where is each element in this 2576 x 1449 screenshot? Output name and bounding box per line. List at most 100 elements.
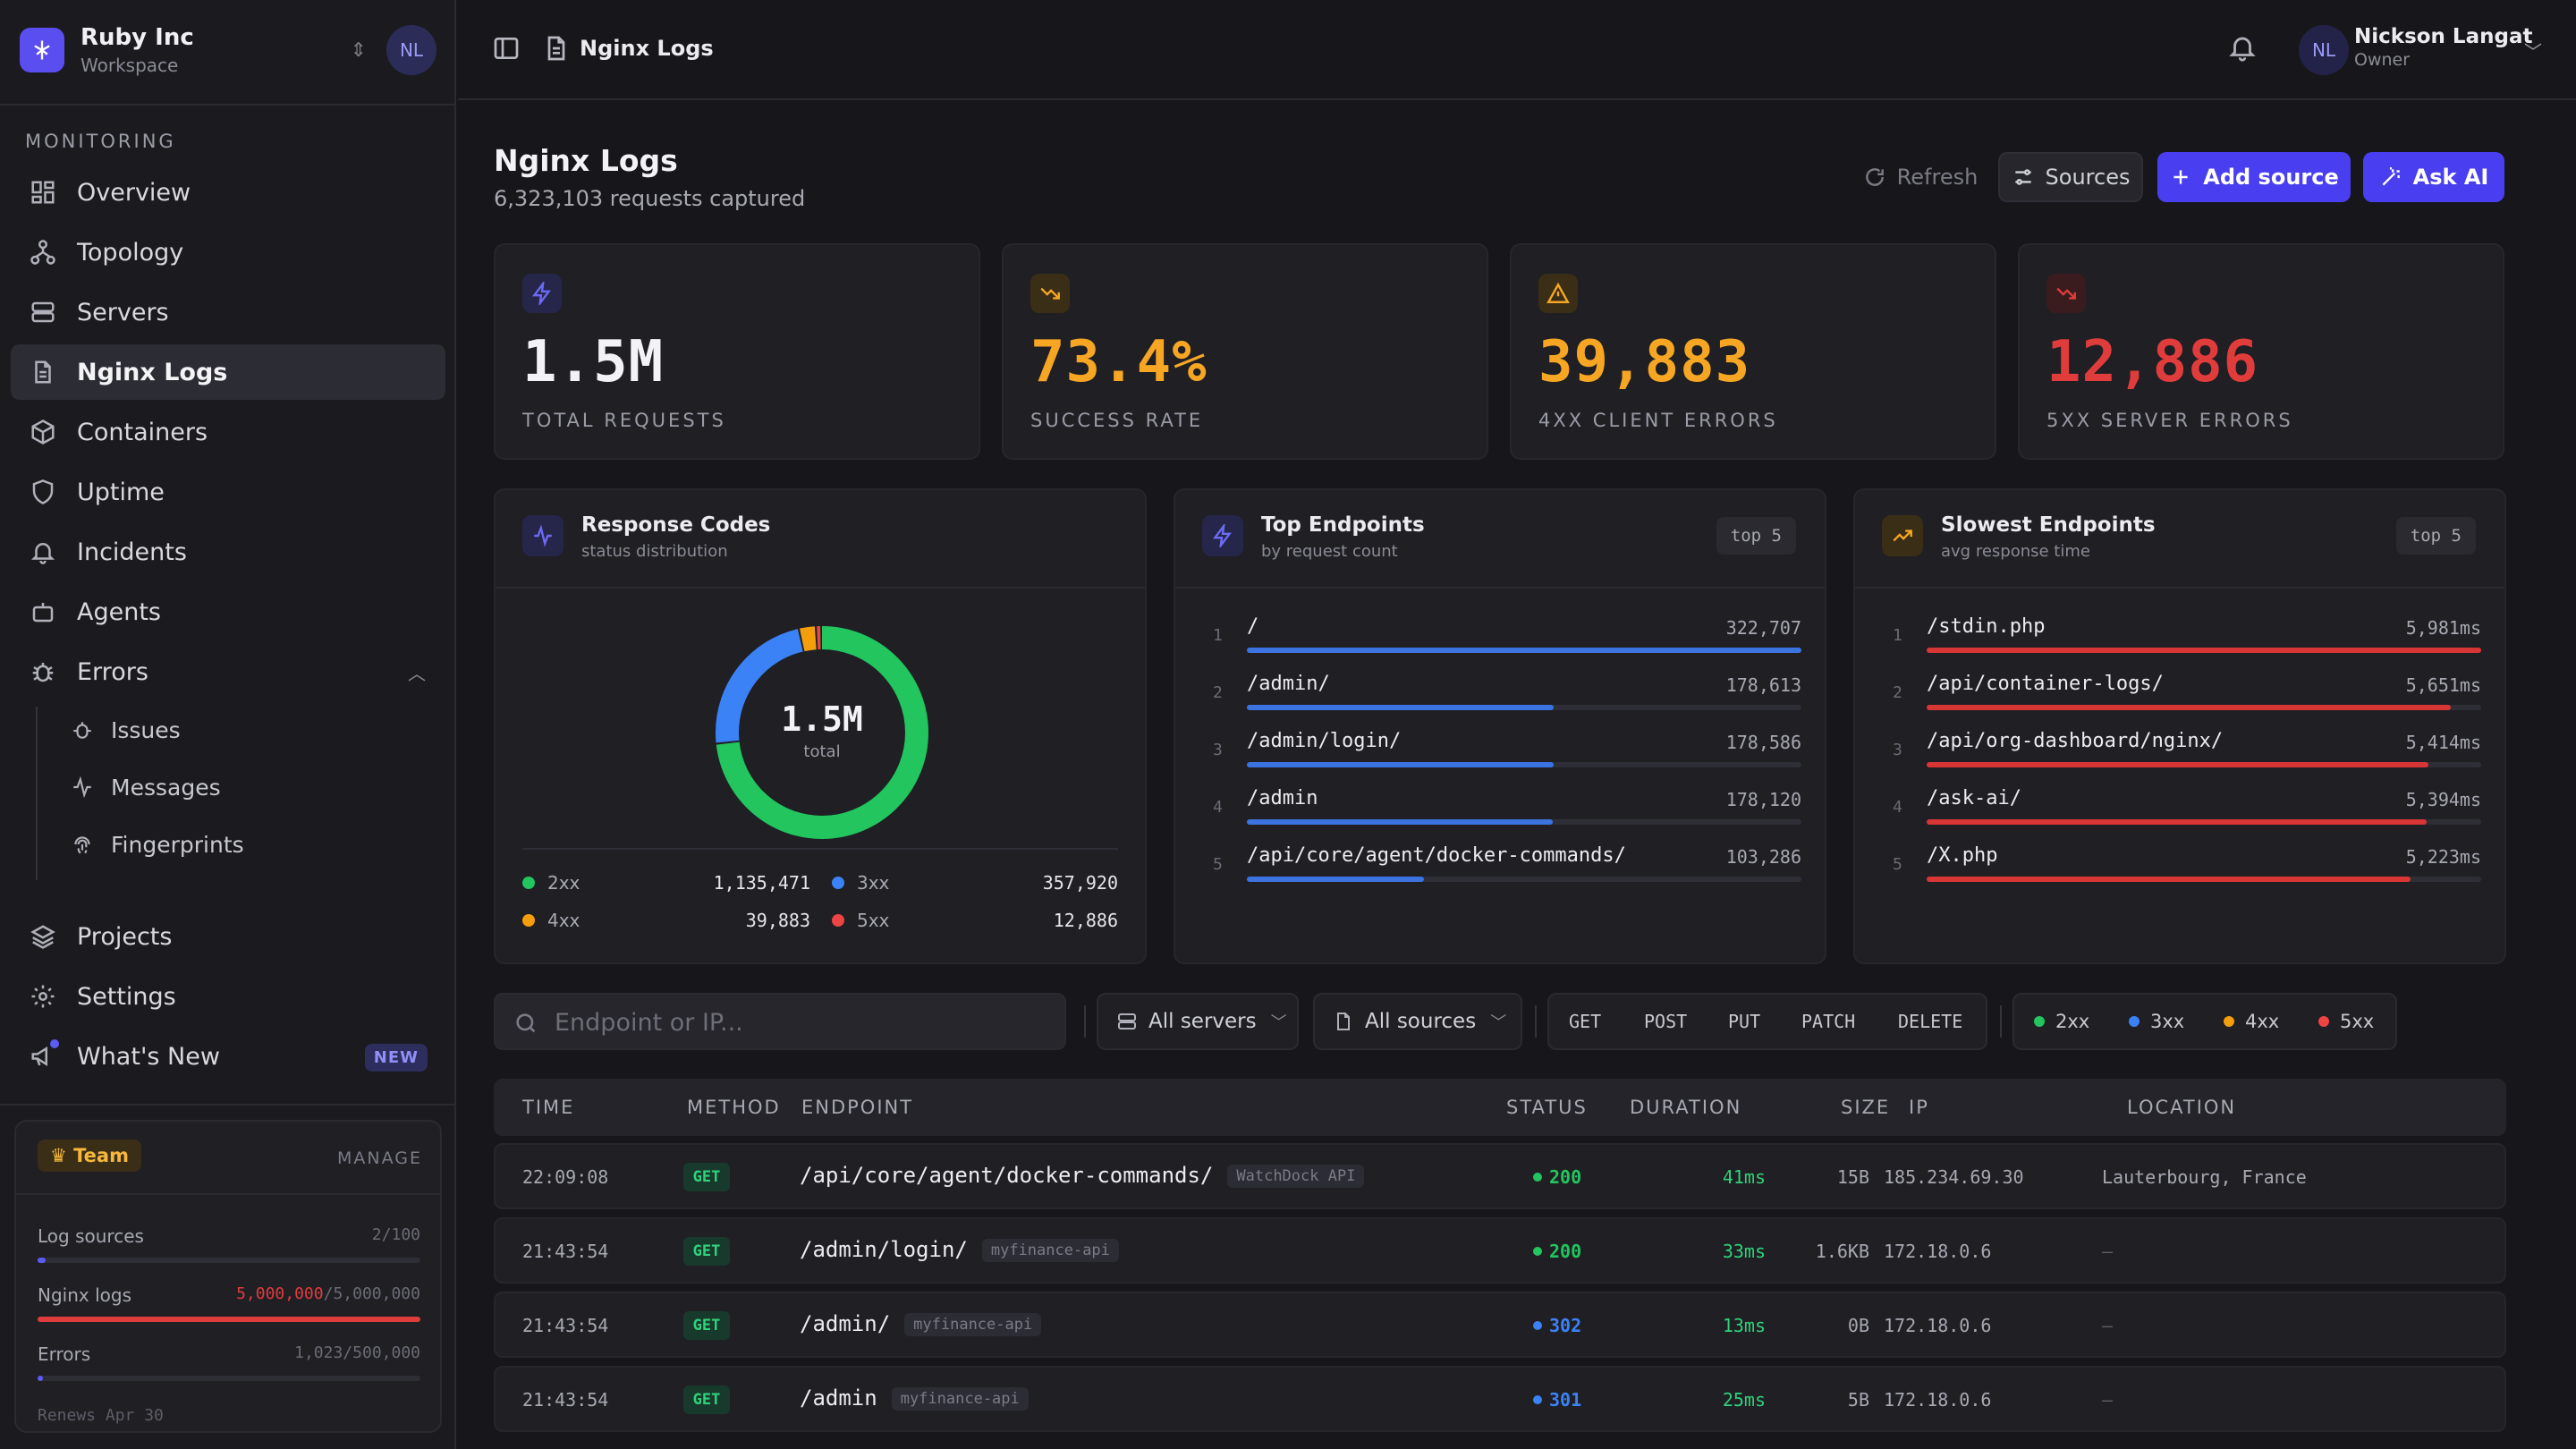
trend-up-icon bbox=[1882, 515, 1923, 556]
endpoint-row[interactable]: 5/X.php 5,223ms bbox=[1882, 844, 2481, 889]
quota-separator: / bbox=[323, 1284, 334, 1303]
search-input[interactable]: Endpoint or IP... bbox=[494, 993, 1066, 1050]
user-avatar[interactable]: NL bbox=[2299, 25, 2349, 75]
donut-total: 1.5M bbox=[781, 699, 863, 739]
sidebar-item-agents[interactable]: Agents bbox=[11, 584, 445, 640]
endpoint-row[interactable]: 3/api/org-dashboard/nginx/5,414ms bbox=[1882, 730, 2481, 775]
column-header-time[interactable]: TIME bbox=[522, 1097, 575, 1118]
endpoint-row[interactable]: 2/api/container-logs/5,651ms bbox=[1882, 673, 2481, 717]
quota-progress-bar bbox=[38, 1258, 420, 1263]
endpoint-row[interactable]: 2/admin/178,613 bbox=[1202, 673, 1801, 717]
refresh-button[interactable]: Refresh bbox=[1853, 152, 1987, 202]
ask-ai-button[interactable]: Ask AI bbox=[2363, 152, 2504, 202]
column-header-status[interactable]: STATUS bbox=[1506, 1097, 1588, 1118]
row-rank: 5 bbox=[1213, 855, 1223, 874]
breadcrumb: Nginx Logs bbox=[580, 36, 714, 61]
cell-size: 0B bbox=[1847, 1315, 1869, 1336]
endpoint-bar-fill bbox=[1247, 648, 1801, 653]
box-icon bbox=[29, 418, 57, 446]
legend-value: 12,886 bbox=[1053, 910, 1118, 931]
table-row[interactable]: 22:09:08 GET/api/core/agent/docker-comman… bbox=[494, 1143, 2506, 1209]
status-dot bbox=[1533, 1321, 1542, 1330]
donut-slice-3xx[interactable] bbox=[716, 626, 928, 839]
sidebar-item-topology[interactable]: Topology bbox=[11, 225, 445, 280]
sidebar-item-incidents[interactable]: Incidents bbox=[11, 524, 445, 580]
endpoint-row[interactable]: 1/stdin.php 5,981ms bbox=[1882, 615, 2481, 660]
quota-used: 1,023 bbox=[294, 1343, 343, 1362]
sidebar-item-nginx-logs[interactable]: Nginx Logs bbox=[11, 344, 445, 400]
column-header-ip[interactable]: IP bbox=[1909, 1097, 1929, 1118]
sources-button[interactable]: Sources bbox=[1998, 152, 2143, 202]
sidebar-item-uptime[interactable]: Uptime bbox=[11, 464, 445, 520]
endpoint-bar-track bbox=[1927, 819, 2481, 825]
cell-time: 21:43:54 bbox=[522, 1241, 609, 1262]
column-header-location[interactable]: LOCATION bbox=[2127, 1097, 2237, 1118]
column-header-method[interactable]: METHOD bbox=[687, 1097, 781, 1118]
row-rank: 1 bbox=[1213, 626, 1223, 645]
endpoint-row[interactable]: 5/api/core/agent/docker-commands/103,286 bbox=[1202, 844, 1801, 889]
quota-limit: 5,000,000 bbox=[333, 1284, 420, 1303]
notifications-bell-icon[interactable] bbox=[2227, 32, 2258, 66]
grid-icon bbox=[29, 178, 57, 207]
donut-slice-2xx[interactable] bbox=[716, 626, 928, 839]
sidebar-item-whats-new[interactable]: What's New NEW bbox=[11, 1029, 445, 1084]
chevron-updown-icon: ⇕ bbox=[350, 38, 367, 62]
panel-subtitle: status distribution bbox=[581, 542, 728, 561]
sidebar-item-errors[interactable]: Errors ︿ bbox=[11, 644, 445, 699]
endpoint-row[interactable]: 4/admin 178,120 bbox=[1202, 787, 1801, 832]
sources-dropdown[interactable]: All sources ﹀ bbox=[1313, 993, 1522, 1050]
status-filter-5xx[interactable]: 5xx bbox=[2318, 1011, 2374, 1032]
table-row[interactable]: 21:43:54 GET/admin/myfinance-api 302 13ms 0B… bbox=[494, 1292, 2506, 1358]
donut-total-label: total bbox=[803, 742, 841, 761]
chevron-down-icon: ﹀ bbox=[1490, 1013, 1507, 1032]
column-header-size[interactable]: SIZE bbox=[1841, 1097, 1891, 1118]
sidebar-item-servers[interactable]: Servers bbox=[11, 284, 445, 340]
status-filter-3xx[interactable]: 3xx bbox=[2129, 1011, 2184, 1032]
chevron-down-icon[interactable]: ﹀ bbox=[2524, 41, 2542, 63]
servers-dropdown-label: All servers bbox=[1148, 1010, 1257, 1033]
column-header-endpoint[interactable]: ENDPOINT bbox=[801, 1097, 914, 1118]
quota-progress-fill bbox=[38, 1317, 420, 1322]
status-filter-2xx[interactable]: 2xx bbox=[2034, 1011, 2089, 1032]
method-filter-delete[interactable]: DELETE bbox=[1898, 1011, 1963, 1032]
workspace-switcher[interactable]: Ruby Inc Workspace ⇕ NL bbox=[20, 20, 436, 80]
method-filter-group: GET POST PUT PATCH DELETE bbox=[1547, 993, 1987, 1050]
table-row[interactable]: 21:43:54 GET/admin/login/myfinance-api 200… bbox=[494, 1217, 2506, 1284]
endpoint-row[interactable]: 4/ask-ai/5,394ms bbox=[1882, 787, 2481, 832]
method-filter-get[interactable]: GET bbox=[1569, 1011, 1602, 1032]
workspace-avatar[interactable]: NL bbox=[386, 25, 436, 75]
endpoint-path: / bbox=[1247, 615, 1259, 638]
quota-row: Log sources 2/100 bbox=[38, 1225, 420, 1263]
user-role: Owner bbox=[2354, 50, 2411, 70]
legend-dot bbox=[522, 914, 535, 927]
user-name[interactable]: Nickson Langat bbox=[2354, 25, 2533, 48]
servers-dropdown[interactable]: All servers ﹀ bbox=[1097, 993, 1299, 1050]
method-filter-put[interactable]: PUT bbox=[1728, 1011, 1761, 1032]
status-donut-chart bbox=[716, 626, 928, 839]
endpoint-row[interactable]: 1 / 322,707 bbox=[1202, 615, 1801, 660]
sidebar-item-settings[interactable]: Settings bbox=[11, 969, 445, 1024]
manage-link[interactable]: MANAGE bbox=[337, 1148, 422, 1168]
status-filter-4xx[interactable]: 4xx bbox=[2224, 1011, 2279, 1032]
endpoint-bar-fill bbox=[1247, 819, 1554, 825]
method-filter-patch[interactable]: PATCH bbox=[1801, 1011, 1856, 1032]
panel-title: Response Codes bbox=[581, 513, 771, 537]
sidebar-item-containers[interactable]: Containers bbox=[11, 404, 445, 460]
table-row[interactable]: 21:43:54 GET/admin myfinance-api 301 25ms 5B 1… bbox=[494, 1366, 2506, 1432]
cell-duration: 33ms bbox=[1722, 1241, 1766, 1262]
section-label: MONITORING bbox=[25, 131, 176, 152]
sidebar-subitem-issues[interactable]: Issues bbox=[70, 705, 181, 755]
method-filter-post[interactable]: POST bbox=[1644, 1011, 1688, 1032]
search-icon bbox=[516, 1013, 536, 1033]
sidebar-item-overview[interactable]: Overview bbox=[11, 165, 445, 220]
status-filter-label: 4xx bbox=[2245, 1011, 2280, 1032]
sidebar-item-projects[interactable]: Projects bbox=[11, 909, 445, 964]
endpoint-row[interactable]: 3/admin/login/178,586 bbox=[1202, 730, 1801, 775]
plus-icon bbox=[2174, 170, 2188, 184]
sidebar-subitem-fingerprints[interactable]: Fingerprints bbox=[70, 819, 244, 869]
add-source-button[interactable]: Add source bbox=[2157, 152, 2351, 202]
sidebar-subitem-messages[interactable]: Messages bbox=[70, 762, 221, 812]
sidebar-toggle-icon[interactable] bbox=[492, 34, 524, 66]
column-header-duration[interactable]: DURATION bbox=[1630, 1097, 1742, 1118]
